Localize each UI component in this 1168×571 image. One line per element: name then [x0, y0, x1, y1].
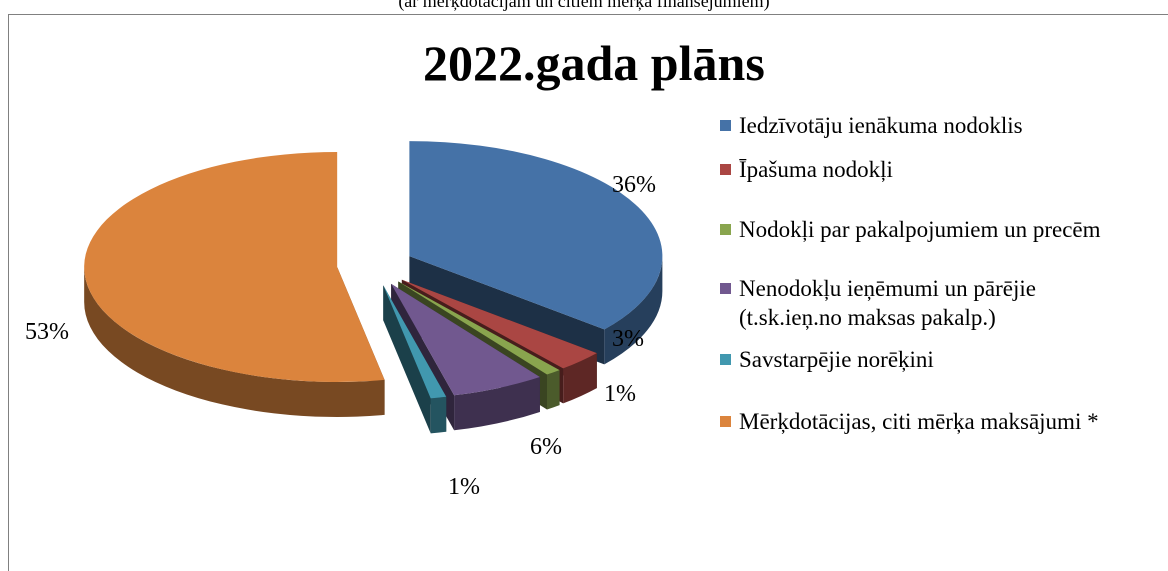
- pie-slice-wall: [383, 285, 431, 434]
- legend-swatch: [720, 354, 731, 365]
- pie-slice-side: [84, 266, 385, 417]
- pie-slice-side: [604, 256, 663, 365]
- legend-label: Nenodokļu ieņēmumi un pārējie (t.sk.ieņ.n…: [739, 275, 1036, 333]
- slice-label: 1%: [604, 381, 636, 407]
- pie-slice-wall: [409, 256, 605, 365]
- top-caption: (ar mērķdotācijām un citiem mērķa finans…: [398, 0, 770, 11]
- legend-label: Iedzīvotāju ienākuma nodoklis: [739, 113, 1023, 138]
- legend-label: Īpašuma nodokļi: [739, 157, 893, 182]
- pie-slice-top-5: [84, 151, 385, 382]
- pie-slice-top-1: [401, 279, 597, 369]
- legend-swatch: [720, 164, 731, 175]
- pie-slice-side: [430, 396, 447, 434]
- pie-slice-side: [563, 353, 597, 404]
- pie-slice-top-3: [391, 283, 540, 396]
- chart-frame: [8, 14, 1168, 571]
- pie-slice-0: [409, 256, 663, 365]
- slice-label: 3%: [612, 326, 644, 352]
- legend-label: Mērķdotācijas, citi mērķa maksājumi *: [739, 409, 1099, 434]
- legend-swatch: [720, 120, 731, 131]
- legend-swatch: [720, 224, 731, 235]
- legend-swatch: [720, 283, 731, 294]
- legend-label-line2: (t.sk.ieņ.no maksas pakalp.): [739, 304, 996, 330]
- pie-slice-top-2: [398, 281, 560, 375]
- pie-slice-top-0: [409, 141, 663, 330]
- pie-slice-side: [454, 376, 540, 431]
- legend-swatch: [720, 416, 731, 427]
- slice-label: 36%: [612, 172, 656, 198]
- pie-slice-top-4: [383, 285, 447, 399]
- slice-label: 1%: [448, 474, 480, 500]
- legend-label: Savstarpējie norēķini: [739, 347, 934, 372]
- pie-slice-side: [547, 370, 560, 410]
- chart-title: 2022.gada plāns: [423, 35, 765, 91]
- slice-label: 53%: [25, 319, 69, 345]
- legend-label: Nodokļi par pakalpojumiem un precēm: [739, 217, 1101, 242]
- slice-label: 6%: [530, 434, 562, 460]
